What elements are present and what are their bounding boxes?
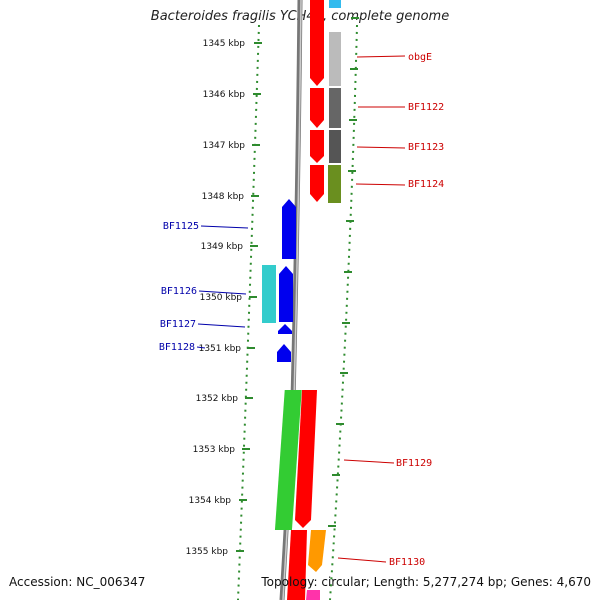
gene-BF1128[interactable] [277,344,291,362]
left-dotted-ring [237,24,260,600]
gene-obgE[interactable] [310,0,324,86]
left-ring-ticks [236,42,262,552]
gene-BF1123[interactable] [310,130,324,163]
feature-block-olive [328,165,341,203]
gene-BF1127[interactable] [278,324,292,334]
gene-label-leader [198,290,247,295]
gene-BF1129[interactable] [295,390,317,528]
position-label: 1350 kbp [200,293,243,303]
gene-label-leader [343,459,395,464]
feature-block-sky [329,0,341,8]
gene-label-leader [196,346,206,349]
feature-block-orange [308,530,326,572]
gene-label-leader [197,323,246,328]
position-label: 1348 kbp [202,192,245,202]
gene-label-BF1130[interactable]: BF1130 [389,557,425,568]
gene-label-leader [356,55,406,58]
gene-label-BF1124[interactable]: BF1124 [408,179,444,190]
gene-label-BF1123[interactable]: BF1123 [408,142,444,153]
position-label: 1353 kbp [193,445,236,455]
feature-block-light-grey [329,32,341,86]
gene-label-BF1127[interactable]: BF1127 [160,319,196,330]
position-label: 1354 kbp [189,496,232,506]
gene-labels: obgE BF1122 BF1123 BF1124 BF1125 BF1126 BF1127… [159,52,444,568]
feature-block-green [274,390,302,530]
gene-BF1124[interactable] [310,165,324,202]
gene-label-BF1128[interactable]: BF1128 [159,342,195,353]
gene-label-leader [356,146,406,149]
gene-label-leader [200,225,249,229]
position-labels: 1345 kbp 1346 kbp 1347 kbp 1348 kbp 1349 kbp… [186,39,246,557]
position-label: 1345 kbp [203,39,246,49]
gene-label-BF1126[interactable]: BF1126 [161,286,197,297]
gene-label-BF1129[interactable]: BF1129 [396,458,432,469]
gene-BF1126[interactable] [279,266,293,322]
feature-block-magenta [306,590,320,600]
feature-block-cyan [262,265,276,323]
gene-BF1125[interactable] [282,199,296,259]
gene-label-obgE[interactable]: obgE [408,52,432,63]
topology-text: Topology: circular; Length: 5,277,274 bp… [261,575,591,589]
feature-block-grey-2 [329,130,341,163]
accession-text: Accession: NC_006347 [9,575,146,589]
feature-block-grey-1 [329,88,341,128]
right-dotted-ring [329,24,358,600]
gene-label-BF1122[interactable]: BF1122 [408,102,444,113]
gene-label-leader [337,557,387,563]
position-label: 1349 kbp [201,242,244,252]
position-label: 1346 kbp [203,90,246,100]
position-label: 1352 kbp [196,394,239,404]
position-label: 1351 kbp [199,344,242,354]
gene-label-leader [355,183,406,186]
right-ring-ticks [328,17,359,527]
gene-label-BF1125[interactable]: BF1125 [163,221,199,232]
gene-BF1122[interactable] [310,88,324,128]
position-label: 1355 kbp [186,547,229,557]
position-label: 1347 kbp [203,141,246,151]
gene-BF1130[interactable] [287,530,307,600]
